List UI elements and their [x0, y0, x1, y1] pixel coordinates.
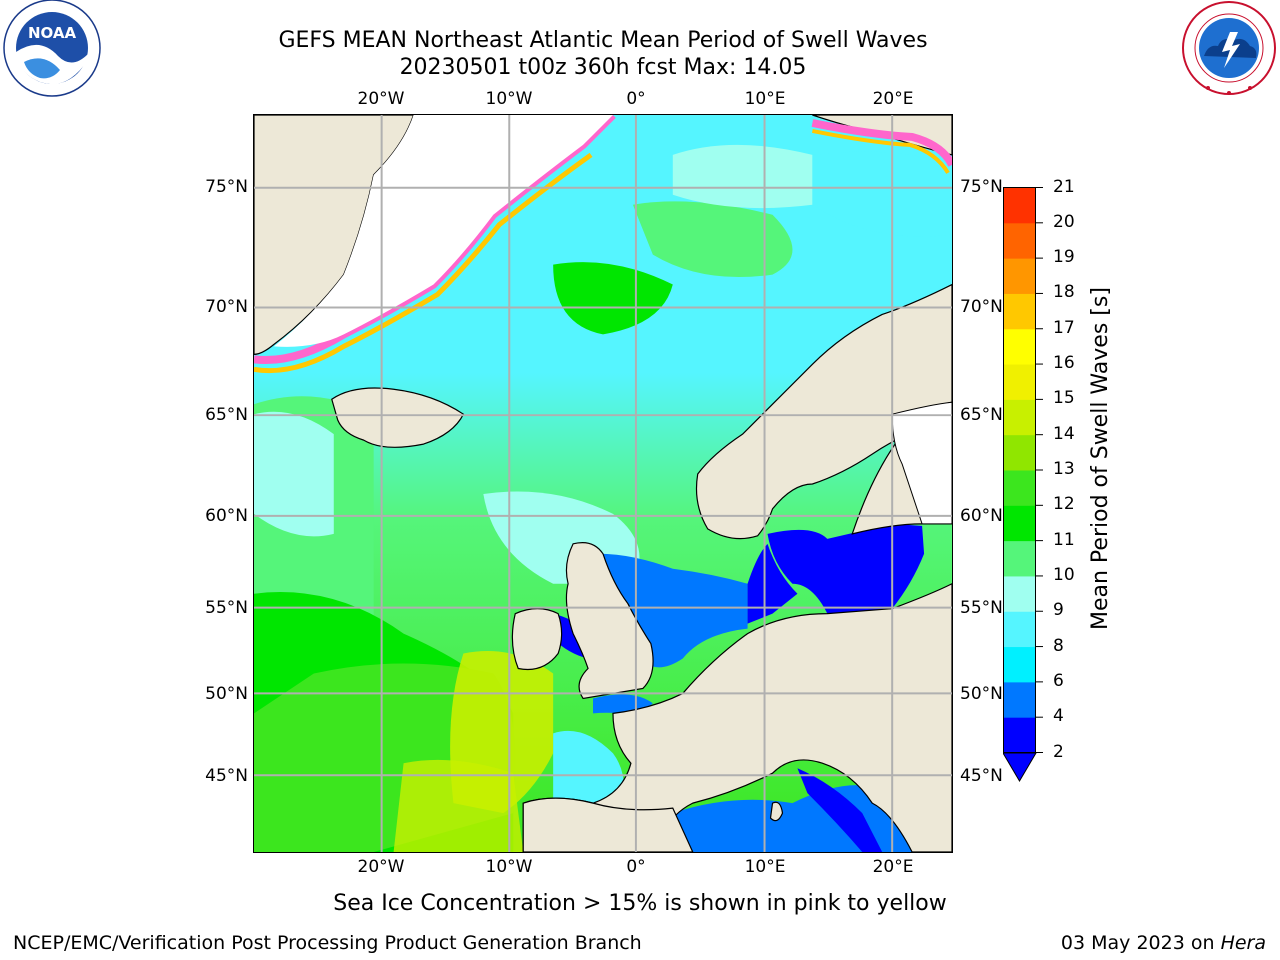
lat-label-right-50n: 50°N: [960, 684, 1003, 704]
colorbar-band: [1003, 222, 1036, 259]
graticule: [254, 115, 952, 852]
lat-label-left-60n: 60°N: [205, 506, 248, 526]
adriatic: [797, 768, 883, 852]
lat-label-left-45n: 45°N: [205, 766, 248, 786]
footer-date-text: 03 May 2023 on: [1060, 932, 1221, 954]
bay-of-biscay: [553, 730, 625, 804]
colorbar-tick-label: 2: [1053, 741, 1064, 762]
lon-label-top-10w: 10°W: [485, 89, 533, 109]
colorbar-band: [1003, 328, 1036, 365]
skagerrak: [747, 543, 798, 624]
lat-label-right-45n: 45°N: [960, 766, 1003, 786]
ireland: [511, 608, 563, 671]
scandinavia: [695, 283, 952, 540]
colorbar-ticks: [1036, 187, 1043, 753]
ice-free-white-area: [273, 115, 613, 347]
colorbar-band: [1003, 187, 1036, 224]
lon-label-bottom-20e: 20°E: [872, 857, 914, 877]
footer-date: 03 May 2023 on Hera: [1061, 932, 1266, 954]
colorbar-band: [1003, 399, 1036, 436]
colorbar-tick-label: 10: [1053, 564, 1075, 585]
lat-label-left-70n: 70°N: [205, 297, 248, 317]
colorbar-tick-label: 8: [1053, 635, 1064, 656]
colorbar-band: [1003, 611, 1036, 648]
noaa-logo: NOAA: [3, 0, 101, 97]
nws-logo: [1182, 1, 1276, 95]
lat-label-right-55n: 55°N: [960, 598, 1003, 618]
lat-label-right-60n: 60°N: [960, 506, 1003, 526]
colorbar-tick-label: 4: [1053, 706, 1064, 727]
colorbar-band: [1003, 717, 1036, 753]
lon-label-top-0: 0°: [626, 89, 646, 109]
colorbar-tick-label: 21: [1053, 176, 1075, 197]
lat-label-right-70n: 70°N: [960, 297, 1003, 317]
colorbar-tick-label: 16: [1053, 353, 1075, 374]
swell-period-map: [253, 114, 953, 853]
lat-label-left-50n: 50°N: [205, 684, 248, 704]
colorbar-tick-label: 18: [1053, 282, 1075, 303]
lat-label-left-65n: 65°N: [205, 405, 248, 425]
colorbar-tick-label: 14: [1053, 423, 1075, 444]
lon-label-top-20w: 20°W: [357, 89, 405, 109]
iceland: [331, 387, 465, 448]
colorbar-band: [1003, 293, 1036, 330]
colorbar-extend-arrow: [1003, 752, 1037, 782]
colorbar-band: [1003, 434, 1036, 471]
colorbar: [1003, 187, 1043, 782]
sea-ice-note: Sea Ice Concentration > 15% is shown in …: [333, 891, 947, 916]
colorbar-band: [1003, 505, 1036, 542]
colorbar-tick-label: 15: [1053, 388, 1075, 409]
map-subtitle-forecast: 20230501 t00z 360h fcst Max: 14.05: [399, 55, 807, 80]
lon-label-top-10e: 10°E: [744, 89, 786, 109]
lat-label-left-55n: 55°N: [205, 598, 248, 618]
colorbar-tick-label: 17: [1053, 317, 1075, 338]
map-title: GEFS MEAN Northeast Atlantic Mean Period…: [278, 28, 928, 53]
iberia: [522, 797, 694, 852]
lon-label-bottom-0: 0°: [626, 857, 646, 877]
lat-label-right-75n: 75°N: [960, 177, 1003, 197]
colorbar-band: [1003, 364, 1036, 400]
colorbar-band: [1003, 540, 1036, 577]
colorbar-band: [1003, 258, 1036, 294]
footer-host: Hera: [1220, 932, 1266, 954]
lon-label-bottom-10w: 10°W: [485, 857, 533, 877]
colorbar-bands: [1003, 187, 1036, 753]
corsica: [769, 801, 784, 822]
colorbar-band: [1003, 470, 1036, 506]
colorbar-tick-label: 9: [1053, 600, 1064, 621]
colorbar-tick-label: 20: [1053, 211, 1075, 232]
colorbar-tick-label: 19: [1053, 247, 1075, 268]
lat-label-left-75n: 75°N: [205, 177, 248, 197]
noaa-logo-text: NOAA: [28, 24, 77, 42]
lon-label-top-20e: 20°E: [872, 89, 914, 109]
bothnia-white: [891, 401, 952, 525]
colorbar-tick-label: 11: [1053, 529, 1075, 550]
baltic-sea: [767, 523, 925, 618]
footer-branch: NCEP/EMC/Verification Post Processing Pr…: [13, 932, 642, 954]
lat-label-right-65n: 65°N: [960, 405, 1003, 425]
colorbar-band: [1003, 681, 1036, 718]
colorbar-units-label: Mean Period of Swell Waves [s]: [1088, 287, 1113, 630]
lon-label-bottom-20w: 20°W: [357, 857, 405, 877]
colorbar-tick-label: 12: [1053, 494, 1075, 515]
colorbar-tick-label: 13: [1053, 459, 1075, 479]
colorbar-tick-label: 6: [1053, 670, 1064, 691]
colorbar-band: [1003, 646, 1036, 683]
lon-label-bottom-10e: 10°E: [744, 857, 786, 877]
colorbar-band: [1003, 575, 1036, 612]
